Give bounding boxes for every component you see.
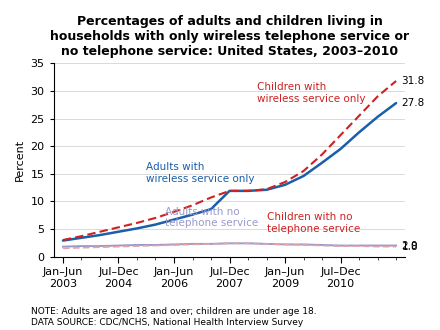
Text: Adults with
wireless service only: Adults with wireless service only (146, 162, 255, 184)
Text: 1.8: 1.8 (402, 242, 418, 252)
Text: 27.8: 27.8 (402, 98, 425, 108)
Text: Adults with no
telephone service: Adults with no telephone service (165, 207, 258, 228)
Y-axis label: Percent: Percent (15, 139, 25, 181)
Title: Percentages of adults and children living in
households with only wireless telep: Percentages of adults and children livin… (50, 15, 409, 58)
Text: 31.8: 31.8 (402, 76, 425, 86)
Text: Children with no
telephone service: Children with no telephone service (267, 212, 360, 234)
Text: Children with
wireless service only: Children with wireless service only (257, 82, 366, 104)
Text: NOTE: Adults are aged 18 and over; children are under age 18.
DATA SOURCE: CDC/N: NOTE: Adults are aged 18 and over; child… (31, 307, 316, 327)
Text: 2.0: 2.0 (402, 241, 418, 250)
